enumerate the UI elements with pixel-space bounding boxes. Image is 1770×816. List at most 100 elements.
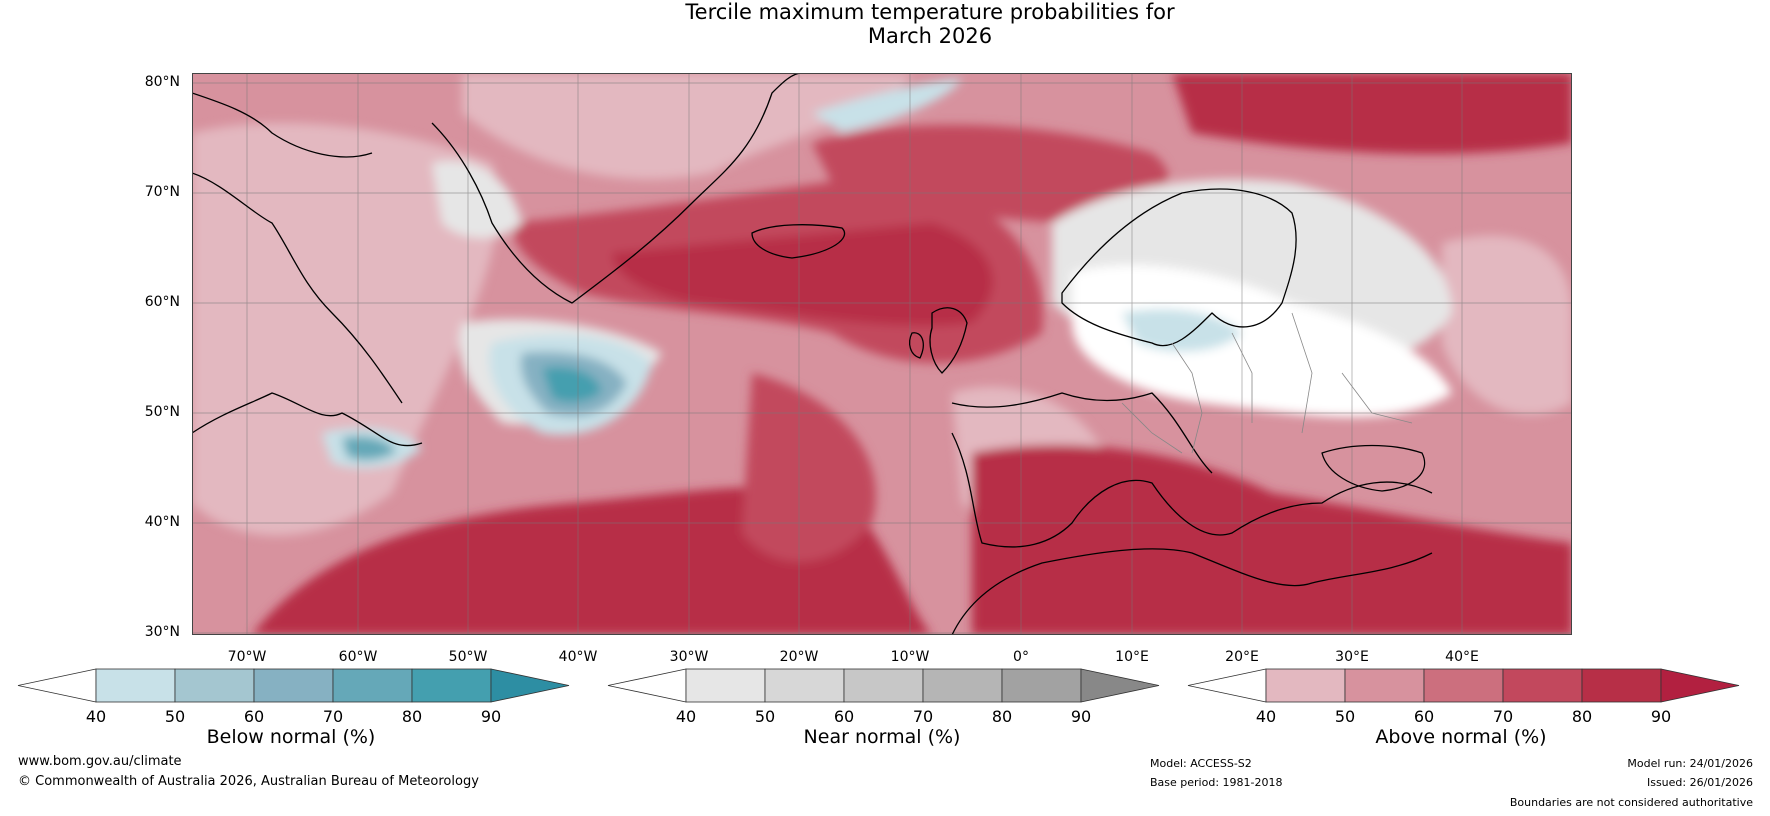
colorbars: 40 50 60 70 80 90 40 50 60 70 80 90 40 50 60 70 80 90	[17, 668, 1740, 726]
footer-website: www.bom.gov.au/climate	[18, 754, 182, 769]
colorbar-below-tick: 80	[402, 707, 422, 726]
colorbar-above-segment	[1502, 668, 1583, 703]
footer-model: Model: ACCESS-S2	[1150, 757, 1252, 770]
colorbar-title-below: Below normal (%)	[206, 726, 376, 748]
title-line-2: March 2026	[867, 24, 993, 48]
colorbar-above-segment	[1344, 668, 1425, 703]
colorbar-below-segment	[253, 668, 334, 703]
colorbar-below-segment	[95, 668, 176, 703]
colorbar-below-segment	[332, 668, 413, 703]
lon-label-10e: 10°E	[1115, 649, 1149, 665]
footer-issued: Issued: 26/01/2026	[1646, 776, 1753, 789]
coast-black-sea	[1321, 444, 1426, 492]
colorbar-near-segment	[922, 668, 1003, 703]
colorbar-near-tick: 50	[755, 707, 775, 726]
colorbar-near-segment	[1001, 668, 1082, 703]
colorbar-near-segment	[764, 668, 845, 703]
shade-above-90-mediterranean	[972, 445, 1572, 635]
colorbar-above-tick: 50	[1335, 707, 1355, 726]
coast-greenland	[431, 73, 803, 304]
coastlines	[192, 73, 1433, 635]
lon-label-0: 0°	[1013, 649, 1029, 665]
colorbar-near-tick: 70	[913, 707, 933, 726]
shade-above-80-east-atlantic	[742, 373, 876, 562]
coast-britain	[909, 307, 968, 374]
lat-label-40n: 40°N	[144, 514, 180, 530]
colorbar-near-tick: 80	[992, 707, 1012, 726]
shade-above-90-arctic	[1172, 73, 1572, 154]
colorbar-above-extend-low	[1187, 668, 1267, 703]
lon-label-10w: 10°W	[890, 649, 930, 665]
colorbar-above-normal: 40 50 60 70 80 90	[1187, 668, 1740, 726]
lat-label-70n: 70°N	[144, 184, 180, 200]
lon-label-60w: 60°W	[338, 649, 378, 665]
lat-label-80n: 80°N	[144, 74, 180, 90]
shade-above-40-west	[192, 123, 499, 536]
title-line-1: Tercile maximum temperature probabilitie…	[685, 0, 1175, 24]
colorbar-near-segment	[843, 668, 924, 703]
colorbar-above-segment	[1423, 668, 1504, 703]
lon-label-20e: 20°E	[1225, 649, 1259, 665]
colorbar-below-tick: 90	[481, 707, 501, 726]
shade-near-40-greenland	[432, 161, 522, 238]
lat-label-60n: 60°N	[144, 294, 180, 310]
probability-map	[192, 73, 1572, 635]
colorbar-above-tick: 90	[1651, 707, 1671, 726]
colorbar-title-above: Above normal (%)	[1375, 726, 1547, 748]
colorbar-near-segment	[685, 668, 766, 703]
lat-label-30n: 30°N	[144, 624, 180, 640]
coast-north-africa	[951, 548, 1433, 635]
shade-below-40-arctic	[812, 78, 962, 133]
colorbar-near-extend-high	[1080, 668, 1160, 703]
colorbar-above-tick: 60	[1414, 707, 1434, 726]
lon-label-30w: 30°W	[669, 649, 709, 665]
colorbar-above-segment	[1265, 668, 1346, 703]
coast-canada-arctic	[192, 92, 403, 404]
lon-label-20w: 20°W	[779, 649, 819, 665]
colorbar-near-normal: 40 50 60 70 80 90	[607, 668, 1160, 726]
colorbar-above-tick: 80	[1572, 707, 1592, 726]
shade-above-90-atlantic	[612, 223, 993, 326]
shade-below-80-atlantic	[542, 366, 602, 403]
colorbar-below-segment	[174, 668, 255, 703]
colorbar-above-tick: 40	[1256, 707, 1276, 726]
shade-above-90-greenland-sea	[812, 124, 1169, 223]
footer-model-run: Model run: 24/01/2026	[1627, 757, 1753, 770]
lon-label-70w: 70°W	[227, 649, 267, 665]
footer-disclaimer: Boundaries are not considered authoritat…	[1509, 796, 1753, 809]
footer-base-period: Base period: 1981-2018	[1150, 776, 1283, 789]
shade-below-70-southwest	[342, 436, 397, 461]
colorbar-title-near: Near normal (%)	[803, 726, 961, 748]
colorbar-below-normal: 40 50 60 70 80 90	[17, 668, 570, 726]
colorbar-above-extend-high	[1660, 668, 1740, 703]
colorbar-below-segment	[411, 668, 492, 703]
lon-label-30e: 30°E	[1335, 649, 1369, 665]
colorbar-near-tick: 90	[1071, 707, 1091, 726]
colorbar-below-tick: 70	[323, 707, 343, 726]
country-borders	[1121, 312, 1413, 454]
colorbar-below-tick: 50	[165, 707, 185, 726]
graticule	[192, 73, 1572, 635]
shade-above-40-east	[1442, 235, 1572, 415]
coast-europe	[951, 392, 1433, 548]
coast-labrador	[192, 392, 423, 447]
shade-below-40-europe	[1122, 309, 1242, 352]
coast-scandinavia	[1061, 188, 1297, 347]
colorbar-above-segment	[1581, 668, 1662, 703]
lon-label-40e: 40°E	[1445, 649, 1479, 665]
lon-label-50w: 50°W	[448, 649, 488, 665]
lat-label-50n: 50°N	[144, 404, 180, 420]
lon-label-40w: 40°W	[558, 649, 598, 665]
colorbar-below-extend-high	[490, 668, 570, 703]
colorbar-above-tick: 70	[1493, 707, 1513, 726]
colorbar-near-tick: 60	[834, 707, 854, 726]
colorbar-near-tick: 40	[676, 707, 696, 726]
coast-iceland	[751, 224, 845, 259]
colorbar-below-extend-low	[17, 668, 97, 703]
map-title: Tercile maximum temperature probabilitie…	[0, 0, 1770, 48]
shade-above-40-north	[462, 73, 912, 180]
footer-copyright: © Commonwealth of Australia 2026, Austra…	[18, 774, 479, 789]
colorbar-near-extend-low	[607, 668, 687, 703]
colorbar-below-tick: 60	[244, 707, 264, 726]
colorbar-below-tick: 40	[86, 707, 106, 726]
